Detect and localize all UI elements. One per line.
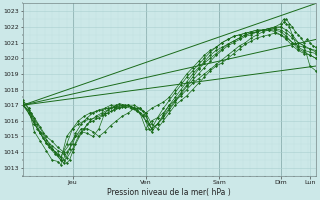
X-axis label: Pression niveau de la mer( hPa ): Pression niveau de la mer( hPa ): [108, 188, 231, 197]
